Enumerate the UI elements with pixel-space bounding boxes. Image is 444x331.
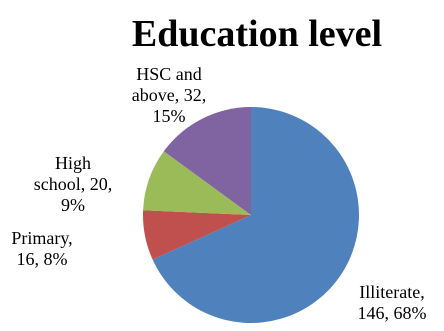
data-label-line: above, 32, xyxy=(132,85,206,105)
data-label-line: High xyxy=(55,153,91,173)
data-label-hsc-and-above: HSC and above, 32, 15% xyxy=(132,64,206,126)
data-label-line: HSC and xyxy=(136,64,202,84)
data-label-illiterate: Illiterate, 146, 68% xyxy=(358,282,427,323)
data-label-line: 9% xyxy=(61,195,85,215)
data-label-line: Illiterate, xyxy=(359,282,424,302)
data-label-line: Primary, xyxy=(11,228,72,248)
pie-slice-hsc-and-above xyxy=(163,106,251,215)
data-label-high-school: High school, 20, 9% xyxy=(34,153,113,215)
data-label-line: 146, 68% xyxy=(358,303,427,323)
data-label-line: 16, 8% xyxy=(17,249,68,269)
data-label-line: 15% xyxy=(153,106,186,126)
chart-title: Education level xyxy=(132,13,382,55)
data-label-line: school, 20, xyxy=(34,174,113,194)
pie-slice-illiterate xyxy=(152,107,360,323)
data-label-primary: Primary, 16, 8% xyxy=(11,228,72,269)
pie-slices xyxy=(142,106,360,323)
pie-slice-high-school xyxy=(143,151,251,215)
pie-slice-primary xyxy=(142,210,251,260)
pie-labels: Illiterate, 146, 68% Primary, 16, 8% High sch… xyxy=(11,64,426,323)
